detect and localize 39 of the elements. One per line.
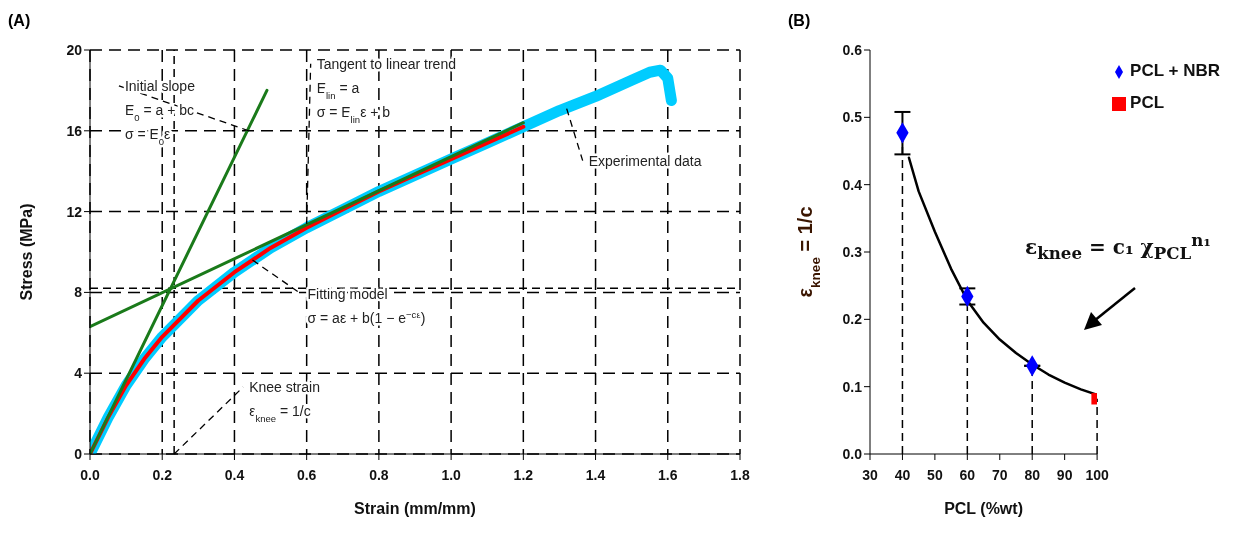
y-tick-label: 0.3: [842, 243, 863, 260]
x-tick-label: 0.4: [224, 466, 245, 483]
x-axis-title: Strain (mm/mm): [354, 500, 476, 517]
legend-label: PCL: [1130, 93, 1165, 112]
y-axis-title: Stress (MPa): [18, 203, 35, 301]
y-tick-label: 0.6: [842, 41, 863, 58]
x-tick-label: 1.8: [730, 466, 750, 483]
x-tick-label: 0.6: [296, 466, 317, 483]
x-tick-label: 100: [1085, 466, 1109, 483]
x-tick-label: 1.0: [441, 466, 462, 483]
annotation: Tangent to linear trend E$_{lin}$ = a σ = E$_{lin}$ε + b: [316, 55, 456, 125]
y-tick-label: 16: [66, 122, 83, 139]
y-tick-label: 4: [74, 365, 83, 382]
y-tick-label: 12: [66, 203, 83, 220]
x-tick-label: 1.6: [658, 466, 678, 483]
x-tick-label: 90: [1056, 466, 1073, 483]
y-tick-label: 0.0: [842, 445, 863, 462]
chart-title: (B): [788, 12, 811, 30]
annotation: Experimental data: [588, 152, 702, 169]
x-tick-label: 60: [959, 466, 976, 483]
x-tick-label: 1.4: [585, 466, 606, 483]
x-tick-label: 40: [894, 466, 911, 483]
y-tick-label: 0.5: [842, 109, 863, 126]
y-tick-label: 8: [74, 284, 83, 301]
x-tick-label: 1.2: [513, 466, 534, 483]
x-tick-label: 50: [927, 466, 943, 483]
y-tick-label: 20: [66, 41, 83, 58]
y-tick-label: 0.4: [842, 176, 863, 193]
x-tick-label: 80: [1024, 466, 1041, 483]
legend-label: PCL + NBR: [1130, 61, 1220, 80]
y-tick-label: 0.1: [842, 378, 863, 395]
x-tick-label: 30: [862, 466, 878, 483]
x-tick-label: 70: [991, 466, 1008, 483]
y-tick-label: 0.2: [842, 311, 863, 328]
chart-title: (A): [8, 12, 31, 30]
x-tick-label: 0.2: [152, 466, 173, 483]
y-tick-label: 0: [74, 445, 83, 462]
x-axis-title: PCL (%wt): [944, 500, 1023, 517]
x-tick-label: 0.8: [369, 466, 389, 483]
